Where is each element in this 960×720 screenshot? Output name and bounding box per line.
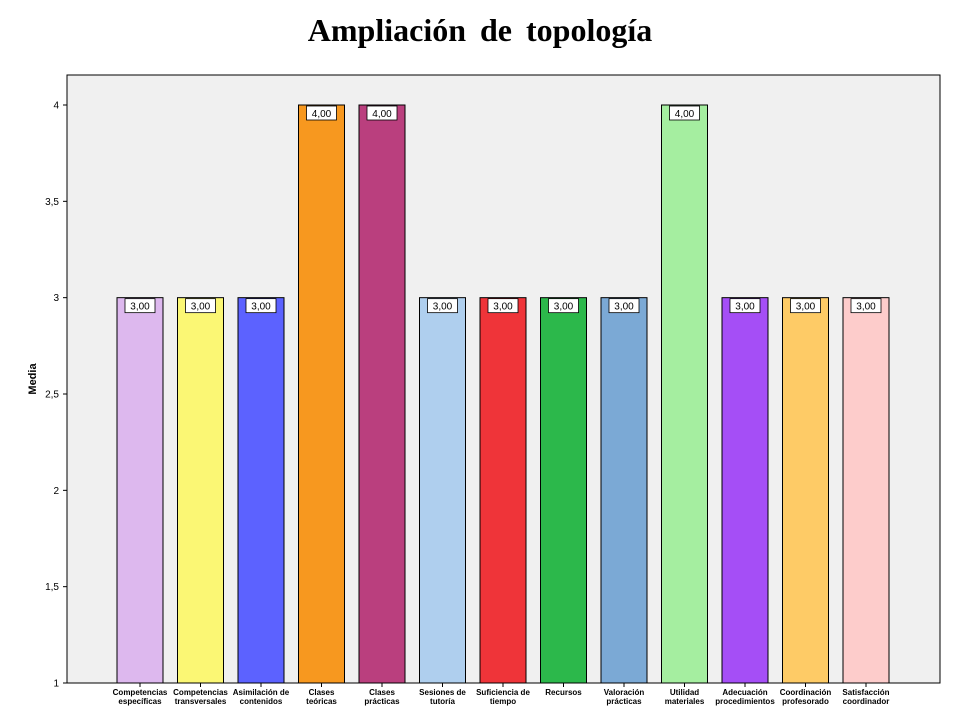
y-tick-label: 4 (53, 101, 59, 112)
data-label-box (548, 298, 579, 314)
y-tick-label: 3,5 (45, 197, 59, 208)
bar (782, 297, 829, 684)
data-label-box (850, 298, 882, 314)
y-tick-label: 3 (53, 293, 59, 304)
x-tick-label: Utilidad (670, 688, 699, 697)
x-tick-label: específicas (118, 697, 162, 706)
data-label-box (729, 298, 761, 314)
x-tick-label: Satisfacción (842, 688, 889, 697)
bar (661, 104, 708, 684)
data-label: 3,00 (856, 302, 876, 313)
x-tick-label: procedimientos (715, 697, 775, 706)
data-label-box (427, 298, 458, 314)
bar (358, 104, 406, 684)
x-tick-label: Sesiones de (419, 688, 466, 697)
data-label: 3,00 (735, 302, 755, 313)
bar (842, 297, 890, 684)
x-tick-label: Valoración (604, 688, 645, 697)
data-label: 3,00 (493, 302, 513, 313)
y-axis: 1 1,5 2 2,5 3 3,5 4 (45, 101, 67, 690)
data-label-box (608, 298, 640, 314)
x-tick-label: Adecuación (722, 688, 767, 697)
x-tick-label: Asimilación de (233, 688, 290, 697)
bar (419, 297, 466, 684)
bar (298, 104, 345, 684)
data-label: 3,00 (130, 302, 150, 313)
x-tick-label: Suficiencia de (476, 688, 530, 697)
data-label: 3,00 (251, 302, 271, 313)
x-tick-label: Competencias (113, 688, 168, 697)
data-label: 3,00 (191, 302, 211, 313)
bar (116, 297, 164, 684)
x-tick-label: Recursos (545, 688, 582, 697)
x-tick-label: Competencias (173, 688, 228, 697)
data-label-box (487, 298, 519, 314)
data-label: 4,00 (675, 109, 695, 120)
data-label-box (669, 105, 700, 121)
x-tick-label: profesorado (782, 697, 829, 706)
bar (479, 297, 527, 684)
x-tick-label: Coordinación (780, 688, 832, 697)
bar (540, 297, 587, 684)
data-label: 3,00 (554, 302, 574, 313)
x-tick-label: Clases (369, 688, 395, 697)
x-tick-label: teóricas (306, 697, 337, 706)
data-label-box (245, 298, 277, 314)
data-label: 3,00 (433, 302, 453, 313)
data-label: 4,00 (372, 109, 392, 120)
x-axis: CompetenciasespecíficasCompetenciastrans… (113, 683, 890, 706)
bar (721, 297, 769, 684)
y-tick-label: 2 (53, 486, 59, 497)
bar (237, 297, 285, 684)
x-tick-label: tutoría (430, 697, 455, 706)
data-label-box (790, 298, 821, 314)
y-tick-label: 1 (53, 679, 59, 690)
x-tick-label: contenidos (240, 697, 283, 706)
x-tick-label: prácticas (606, 697, 642, 706)
x-tick-label: materiales (665, 697, 705, 706)
data-label-box (306, 105, 337, 121)
chart-title: Ampliación de topología (307, 12, 653, 48)
bar (600, 297, 648, 684)
y-tick-label: 2,5 (45, 390, 59, 401)
x-tick-label: Clases (309, 688, 335, 697)
x-tick-label: tiempo (490, 697, 516, 706)
y-axis-title: Media (27, 363, 39, 395)
data-label-box (366, 105, 398, 121)
data-label-box (124, 298, 156, 314)
x-tick-label: transversales (175, 697, 227, 706)
x-tick-label: coordinador (843, 697, 890, 706)
y-tick-label: 1,5 (45, 582, 59, 593)
bar (177, 297, 224, 684)
data-label: 4,00 (312, 109, 332, 120)
data-label-box (185, 298, 216, 314)
bars: 3,00 3,00 3,00 4,00 4,00 3,00 3,00 3,00 3,00 4,00… (116, 104, 890, 684)
data-label: 3,00 (614, 302, 634, 313)
x-tick-label: prácticas (364, 697, 400, 706)
data-label: 3,00 (796, 302, 816, 313)
